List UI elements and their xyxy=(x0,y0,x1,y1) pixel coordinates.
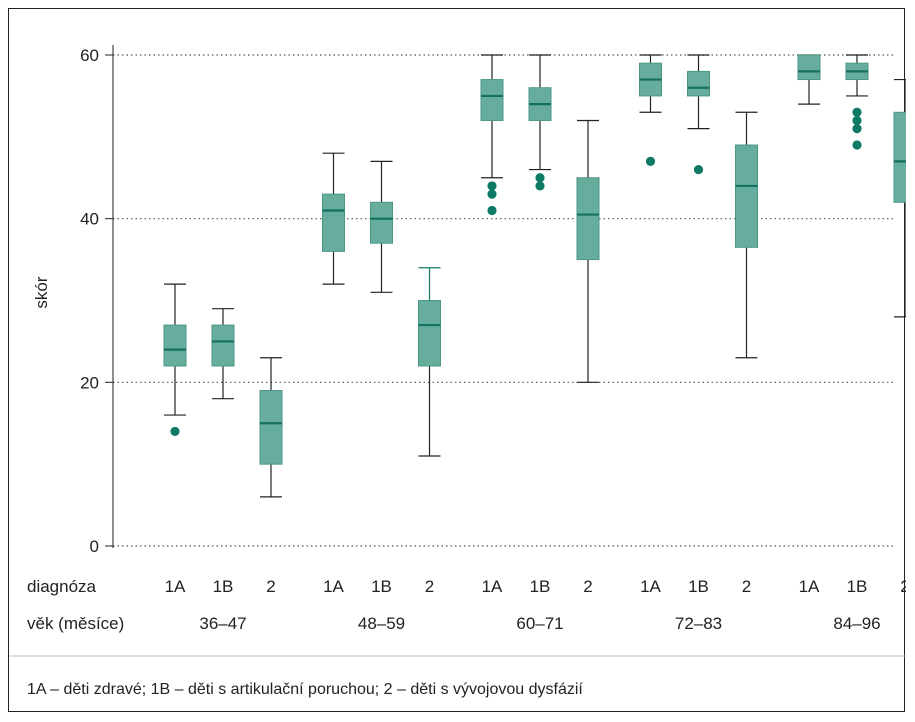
outlier-point xyxy=(535,181,545,191)
y-axis-label: skór xyxy=(32,276,51,308)
outlier-point xyxy=(645,156,656,166)
diagnosis-row-label: diagnóza xyxy=(27,577,97,596)
outlier-point xyxy=(852,124,862,134)
y-tick-label: 20 xyxy=(80,373,99,392)
iqr-box xyxy=(735,144,758,248)
box-36–47-1B xyxy=(211,308,235,400)
box-60–71-2 xyxy=(576,119,600,383)
box-72–83-1A xyxy=(639,54,662,166)
boxes xyxy=(163,54,906,498)
box-84–96-1A xyxy=(797,54,821,105)
age-group-label: 48–59 xyxy=(358,614,405,633)
box-60–71-1B xyxy=(528,54,552,191)
diagnosis-label: 1B xyxy=(213,577,234,596)
diagnosis-label: 1A xyxy=(482,577,503,596)
diagnosis-label: 1A xyxy=(165,577,186,596)
iqr-box xyxy=(163,324,187,367)
box-plot-chart: 0 20 40 60 skór diagnóza věk (měsíce) 1A 1B 2… xyxy=(9,45,906,698)
y-tick-label: 0 xyxy=(90,537,99,556)
outlier-point xyxy=(852,115,862,126)
diagnosis-label: 2 xyxy=(583,577,592,596)
box-72–83-2 xyxy=(735,111,758,359)
iqr-box xyxy=(576,177,600,261)
outlier-point xyxy=(487,205,497,216)
diagnosis-label: 2 xyxy=(742,577,751,596)
chart-frame: 0 20 40 60 skór diagnóza věk (měsíce) 1A 1B 2… xyxy=(8,8,906,712)
age-group-label: 60–71 xyxy=(516,614,563,633)
diagnosis-label: 1A xyxy=(323,577,344,596)
x-category-labels: 1A 1B 2 36–47 1A 1B 2 48–59 1A 1B 2 60–71 1A 1B 2 72–83… xyxy=(165,577,906,633)
iqr-box xyxy=(370,201,393,244)
box-36–47-2 xyxy=(259,357,283,498)
box-48–59-1B xyxy=(370,160,393,293)
y-tick-label: 60 xyxy=(80,46,99,65)
iqr-box xyxy=(418,300,441,367)
iqr-box xyxy=(259,390,283,465)
box-60–71-1A xyxy=(480,54,504,216)
diagnosis-label: 2 xyxy=(425,577,434,596)
box-84–96-2 xyxy=(893,78,906,318)
box-72–83-1B xyxy=(687,54,710,175)
iqr-box xyxy=(687,70,710,97)
iqr-box xyxy=(797,54,821,81)
outlier-point xyxy=(693,164,704,175)
y-tick-label: 40 xyxy=(80,210,99,229)
age-group-label: 36–47 xyxy=(199,614,246,633)
diagnosis-label: 1B xyxy=(530,577,551,596)
iqr-box xyxy=(893,111,906,203)
outlier-point xyxy=(535,173,545,183)
iqr-box xyxy=(480,79,504,121)
age-row-label: věk (měsíce) xyxy=(27,614,124,633)
diagnosis-label: 1A xyxy=(640,577,661,596)
iqr-box xyxy=(211,324,235,367)
diagnosis-label: 1B xyxy=(371,577,392,596)
outlier-point xyxy=(852,140,862,150)
diagnosis-label: 2 xyxy=(266,577,275,596)
y-tick-labels: 0 20 40 60 xyxy=(80,46,113,556)
iqr-box xyxy=(322,193,345,252)
gridlines xyxy=(113,54,895,547)
outlier-point xyxy=(852,107,862,117)
outlier-point xyxy=(170,426,180,437)
diagnosis-label: 1B xyxy=(688,577,709,596)
age-group-label: 84–96 xyxy=(833,614,880,633)
diagnosis-label: 1B xyxy=(847,577,868,596)
outlier-point xyxy=(487,181,497,191)
box-36–47-1A xyxy=(163,283,187,437)
outlier-point xyxy=(487,189,497,199)
age-group-label: 72–83 xyxy=(675,614,722,633)
footnote: 1A – děti zdravé; 1B – děti s artikulačn… xyxy=(27,681,583,698)
diagnosis-label: 2 xyxy=(900,577,906,596)
box-48–59-2 xyxy=(418,267,441,457)
box-48–59-1A xyxy=(322,152,345,285)
diagnosis-label: 1A xyxy=(799,577,820,596)
box-84–96-1B xyxy=(845,54,869,150)
